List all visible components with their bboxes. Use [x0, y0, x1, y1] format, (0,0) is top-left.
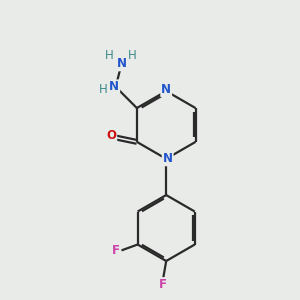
Text: F: F: [112, 244, 120, 257]
Text: O: O: [106, 129, 116, 142]
Text: N: N: [117, 57, 127, 70]
Text: H: H: [99, 83, 108, 96]
Text: H: H: [105, 49, 114, 62]
Text: N: N: [161, 83, 171, 96]
Text: N: N: [163, 152, 173, 165]
Text: H: H: [128, 49, 137, 62]
Text: N: N: [109, 80, 119, 93]
Text: F: F: [159, 278, 167, 291]
